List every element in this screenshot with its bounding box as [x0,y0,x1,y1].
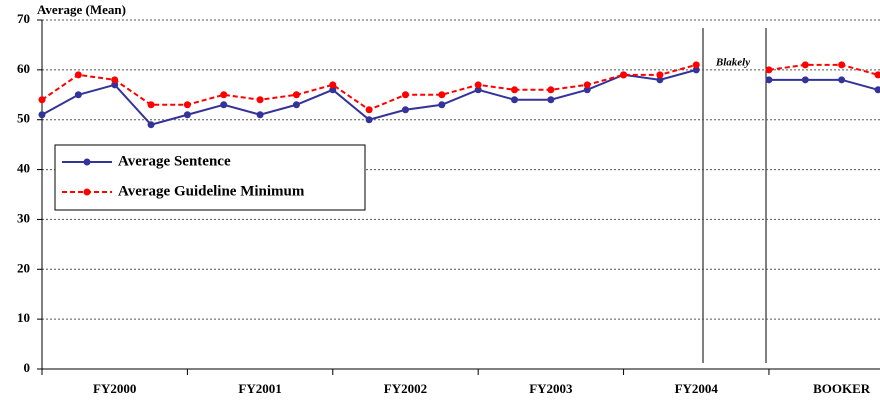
y-tick-label: 20 [17,260,30,275]
point [147,121,155,129]
series-line [768,63,879,76]
y-tick-label: 70 [17,11,30,26]
x-group-label: FY2000 [93,381,136,396]
point [874,86,880,94]
point [74,71,82,79]
point [329,86,337,94]
point [256,96,264,104]
point [220,91,228,99]
point [838,76,846,84]
y-tick-label: 60 [17,61,30,76]
point [365,116,373,124]
point [401,106,409,114]
point [474,86,482,94]
legend-label: Average Sentence [118,153,231,169]
point [401,91,409,99]
point [620,71,628,79]
legend-marker [83,188,91,196]
point [801,61,809,69]
x-group-label: FY2002 [384,381,427,396]
point [292,91,300,99]
y-tick-label: 10 [17,310,30,325]
point [183,101,191,109]
annotation: Blakely [715,57,750,69]
legend-label: Average Guideline Minimum [118,183,305,199]
point [656,71,664,79]
point [511,96,519,104]
x-group-label: FY2001 [238,381,281,396]
y-tick-label: 50 [17,111,30,126]
point [38,111,46,119]
point [547,96,555,104]
point [74,91,82,99]
x-group-label: FY2003 [529,381,573,396]
point [183,111,191,119]
point [583,86,591,94]
point [256,111,264,119]
point [111,76,119,84]
y-axis-title: Average (Mean) [37,2,126,17]
point [874,71,880,79]
legend [54,144,366,211]
point [329,81,337,89]
y-tick-label: 30 [17,210,30,225]
series-line [41,63,697,111]
series-line [768,78,879,91]
point [147,101,155,109]
point [438,91,446,99]
point [38,96,46,104]
point [220,101,228,109]
point [438,101,446,109]
y-tick-label: 40 [17,161,30,176]
legend-marker [83,158,91,166]
point [838,61,846,69]
point [511,86,519,94]
point [583,81,591,89]
point [365,106,373,114]
point [111,81,119,89]
y-tick-label: 0 [24,360,31,375]
x-group-label: BOOKER [813,381,871,396]
point [692,61,700,69]
point [292,101,300,109]
point [656,76,664,84]
x-group-label: FY2004 [675,381,719,396]
point [765,66,773,74]
point [765,76,773,84]
point [474,81,482,89]
point [801,76,809,84]
point [547,86,555,94]
point [692,66,700,74]
